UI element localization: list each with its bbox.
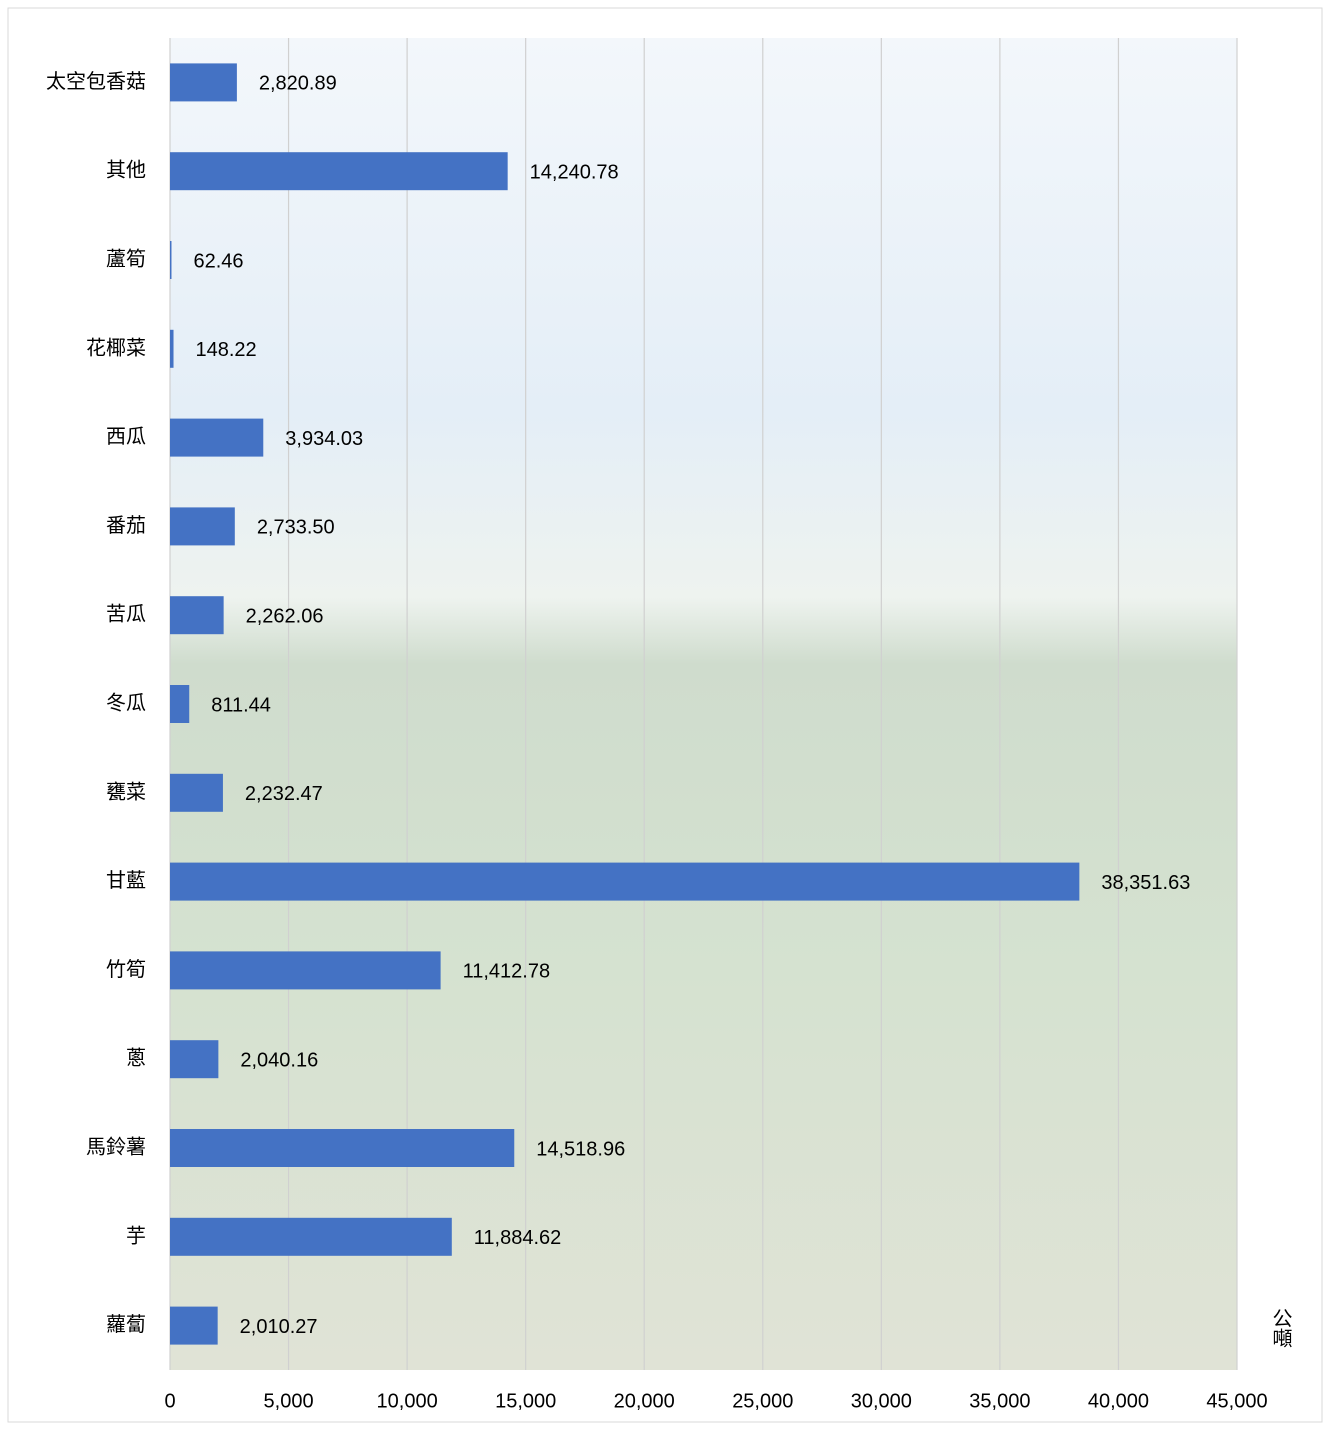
y-tick-label: 苦瓜 [106,602,146,626]
x-tick-label: 30,000 [851,1390,912,1412]
x-tick-label: 0 [164,1390,175,1412]
bar [170,1217,452,1256]
bar [170,1306,218,1345]
y-tick-label: 芋 [126,1223,146,1247]
data-label: 2,232.47 [245,783,323,805]
data-label: 811.44 [211,694,271,716]
bar [170,329,174,368]
y-tick-label: 馬鈴薯 [86,1135,146,1159]
data-label: 11,884.62 [474,1227,562,1249]
data-label: 2,262.06 [246,605,324,627]
bar [170,152,508,191]
data-label: 3,934.03 [285,428,363,450]
y-tick-label: 蘿蔔 [106,1312,146,1336]
bar [170,1040,219,1079]
y-tick-label: 甘藍 [106,868,146,892]
bar [170,951,441,990]
data-label: 2,733.50 [257,517,335,539]
data-label: 2,040.16 [240,1049,318,1071]
bar [170,63,237,102]
y-tick-label: 冬瓜 [106,691,146,715]
data-label: 62.46 [193,250,243,272]
bar [170,773,223,812]
x-axis-unit: 公噸 [1269,1308,1293,1348]
data-label: 38,351.63 [1101,872,1190,894]
x-tick-label: 25,000 [732,1390,793,1412]
x-tick-label: 35,000 [969,1390,1030,1412]
background-photo [170,38,1237,1370]
x-tick-label: 20,000 [614,1390,675,1412]
data-label: 2,010.27 [240,1316,318,1338]
y-tick-label: 竹筍 [106,957,146,981]
data-label: 14,240.78 [530,161,619,183]
data-label: 148.22 [196,339,257,361]
y-tick-label: 番茄 [106,513,146,537]
y-tick-label: 蘆筍 [106,247,146,271]
y-tick-label: 花椰菜 [86,335,146,359]
x-tick-label: 5,000 [264,1390,314,1412]
y-tick-label: 太空包香菇 [46,69,146,93]
y-tick-label: 蔥 [126,1046,146,1070]
bar [170,685,190,723]
y-tick-label: 甕菜 [106,779,146,803]
bar [170,1129,515,1167]
data-label: 14,518.96 [536,1138,625,1160]
y-tick-label: 其他 [106,158,146,182]
x-tick-label: 15,000 [495,1390,556,1412]
bar [170,596,224,635]
bar [170,241,172,279]
bar [170,418,264,457]
bar [170,507,235,546]
x-tick-label: 45,000 [1206,1390,1267,1412]
y-tick-label: 西瓜 [106,424,146,448]
x-tick-label: 10,000 [377,1390,438,1412]
bar [170,862,1080,901]
data-label: 2,820.89 [259,73,337,95]
x-tick-label: 40,000 [1088,1390,1149,1412]
data-label: 11,412.78 [463,961,551,983]
